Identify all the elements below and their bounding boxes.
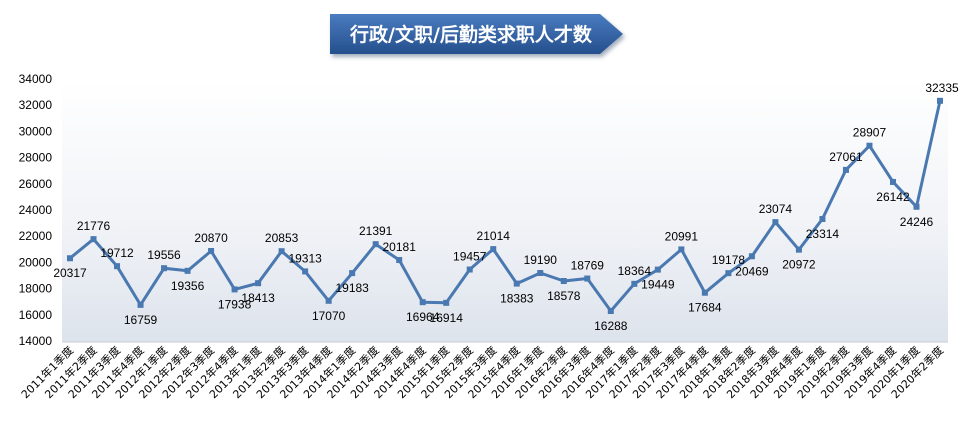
data-point [537, 270, 544, 277]
data-label: 19356 [171, 279, 205, 293]
series-line [68, 99, 942, 313]
data-point [278, 248, 285, 255]
data-point [937, 97, 943, 104]
data-point [349, 270, 356, 277]
data-point [772, 219, 779, 226]
y-tick-label: 14000 [19, 334, 53, 348]
data-label: 19457 [453, 250, 487, 264]
y-tick-label: 26000 [19, 177, 53, 191]
data-point [631, 280, 638, 287]
data-label: 19190 [524, 253, 558, 267]
data-label: 21014 [477, 229, 511, 243]
x-axis: 2011年1季度2011年2季度2011年3季度2011年4季度2012年1季度… [18, 341, 948, 401]
data-point [255, 280, 262, 287]
data-point [372, 241, 379, 248]
data-point [396, 257, 403, 264]
data-point [795, 246, 802, 253]
data-label: 19712 [100, 246, 134, 260]
data-label: 17070 [312, 309, 346, 323]
data-label: 18578 [547, 289, 581, 303]
data-label: 17684 [688, 301, 722, 315]
data-label: 20870 [194, 231, 228, 245]
data-point [513, 280, 520, 287]
data-point [419, 299, 426, 306]
data-label: 21391 [359, 224, 393, 238]
data-point [725, 270, 732, 277]
data-label: 20181 [383, 240, 417, 254]
chart-title: 行政/文职/后勤类求职人才数 [349, 23, 593, 46]
data-point [90, 236, 97, 243]
data-label: 19449 [641, 278, 675, 292]
data-label: 23314 [806, 227, 840, 241]
data-point [607, 308, 614, 315]
y-tick-label: 22000 [19, 229, 53, 243]
data-label: 21776 [77, 219, 111, 233]
data-point [701, 289, 708, 296]
data-point [678, 246, 685, 253]
data-label: 23074 [759, 202, 793, 216]
data-point [819, 215, 826, 222]
data-point [560, 278, 567, 285]
y-tick-label: 16000 [19, 308, 53, 322]
data-point [490, 246, 497, 253]
data-label: 20317 [53, 266, 87, 280]
data-label: 24246 [900, 215, 934, 229]
data-label: 16759 [124, 313, 158, 327]
data-point [114, 263, 121, 270]
data-label: 20991 [665, 229, 699, 243]
data-label: 16964 [406, 310, 440, 324]
data-label: 16914 [430, 311, 464, 325]
y-tick-label: 20000 [19, 255, 53, 269]
data-label: 27061 [829, 150, 863, 164]
data-point [584, 275, 591, 282]
y-tick-label: 34000 [19, 72, 53, 86]
y-tick-label: 18000 [19, 282, 53, 296]
data-label: 18413 [241, 291, 275, 305]
data-label: 18769 [571, 259, 605, 273]
data-point [913, 203, 920, 210]
y-tick-label: 32000 [19, 98, 53, 112]
y-tick-label: 24000 [19, 203, 53, 217]
data-label: 19183 [335, 281, 369, 295]
data-label: 19178 [712, 253, 746, 267]
data-label: 32335 [925, 81, 959, 95]
data-point [654, 266, 661, 273]
data-point [302, 268, 309, 275]
series-group: 20317 21776 19712 16759 19556 19356 20870 17938… [53, 81, 959, 333]
data-label: 19313 [288, 251, 322, 265]
data-point [161, 265, 168, 272]
data-label: 28907 [853, 126, 887, 140]
data-label: 26142 [876, 190, 910, 204]
data-label: 19556 [147, 248, 181, 262]
data-point [866, 142, 873, 149]
data-point [748, 253, 755, 260]
data-point [184, 267, 191, 274]
y-tick-label: 30000 [19, 124, 53, 138]
data-point [208, 248, 215, 255]
data-point [889, 178, 896, 185]
data-label: 20469 [735, 264, 769, 278]
data-label: 17938 [218, 297, 252, 311]
y-tick-label: 28000 [19, 151, 53, 165]
chart-title-banner: 行政/文职/后勤类求职人才数 [330, 14, 623, 54]
data-point [443, 299, 450, 306]
data-label: 18383 [500, 292, 534, 306]
data-label: 18364 [618, 264, 652, 278]
data-label: 16288 [594, 319, 628, 333]
data-point [466, 266, 473, 273]
data-label: 20972 [782, 258, 816, 272]
data-point [67, 255, 73, 262]
data-point [137, 301, 144, 308]
data-point [842, 166, 849, 173]
data-point [325, 297, 332, 304]
data-point [231, 286, 238, 293]
data-label: 20853 [265, 231, 299, 245]
plot-area-background [62, 80, 948, 342]
y-axis: 14000 16000 18000 20000 22000 24000 26000 28000… [19, 72, 53, 348]
